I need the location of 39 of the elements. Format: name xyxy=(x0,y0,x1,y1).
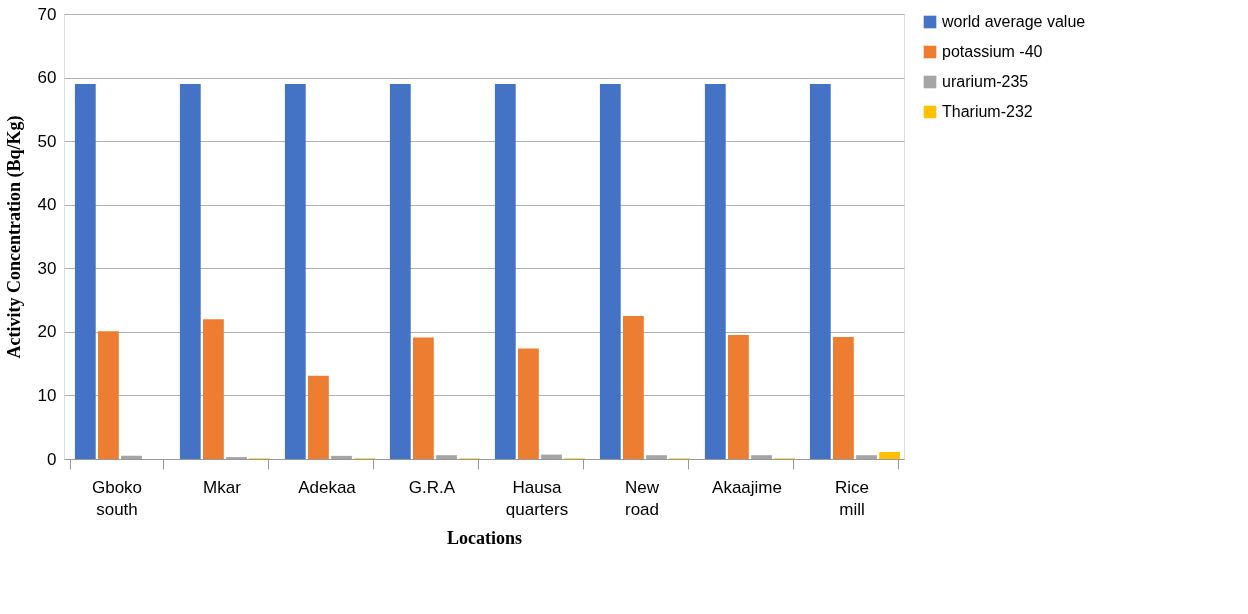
x-axis-title: Locations xyxy=(446,527,523,548)
x-tick-label: Mkar xyxy=(203,477,242,497)
legend-label: world average value xyxy=(941,13,1086,30)
legend-label: Tharium-232 xyxy=(942,103,1033,120)
bar xyxy=(494,83,516,459)
y-tick-label: 50 xyxy=(37,131,57,151)
y-tick-label: 40 xyxy=(37,195,57,215)
x-tick-label: Hausa quarters xyxy=(505,477,569,519)
bar xyxy=(879,452,901,459)
bar xyxy=(413,337,434,459)
bar xyxy=(74,83,96,459)
bar xyxy=(518,348,539,459)
bar xyxy=(728,335,749,459)
x-tick-label: Akaajime xyxy=(712,477,782,497)
y-tick-label: 0 xyxy=(47,449,57,469)
x-tick-label: New road xyxy=(624,477,660,519)
bar xyxy=(179,83,201,459)
y-axis-title: Activity Concentration (Bq/Kg) xyxy=(3,115,25,359)
y-tick-label: 60 xyxy=(37,68,57,88)
bar xyxy=(833,336,854,459)
y-tick-label: 10 xyxy=(37,385,57,405)
bar xyxy=(308,375,329,459)
bar xyxy=(704,83,726,459)
x-tick-label: Rice mill xyxy=(834,477,870,519)
bar xyxy=(599,83,621,459)
x-tick-label: Adekaa xyxy=(298,477,357,497)
bar xyxy=(809,83,831,459)
bar xyxy=(389,83,411,459)
legend-label: urarium-235 xyxy=(942,73,1029,90)
x-tick-label: G.R.A xyxy=(408,477,456,497)
y-tick-label: 30 xyxy=(37,258,57,278)
bar xyxy=(623,315,644,459)
legend-label: potassium -40 xyxy=(942,43,1043,60)
bar xyxy=(284,83,306,459)
y-tick-label: 70 xyxy=(37,4,57,24)
y-tick-label: 20 xyxy=(37,322,57,342)
bar xyxy=(98,331,119,459)
x-tick-label: Gboko south xyxy=(91,477,143,519)
bar xyxy=(203,319,224,459)
